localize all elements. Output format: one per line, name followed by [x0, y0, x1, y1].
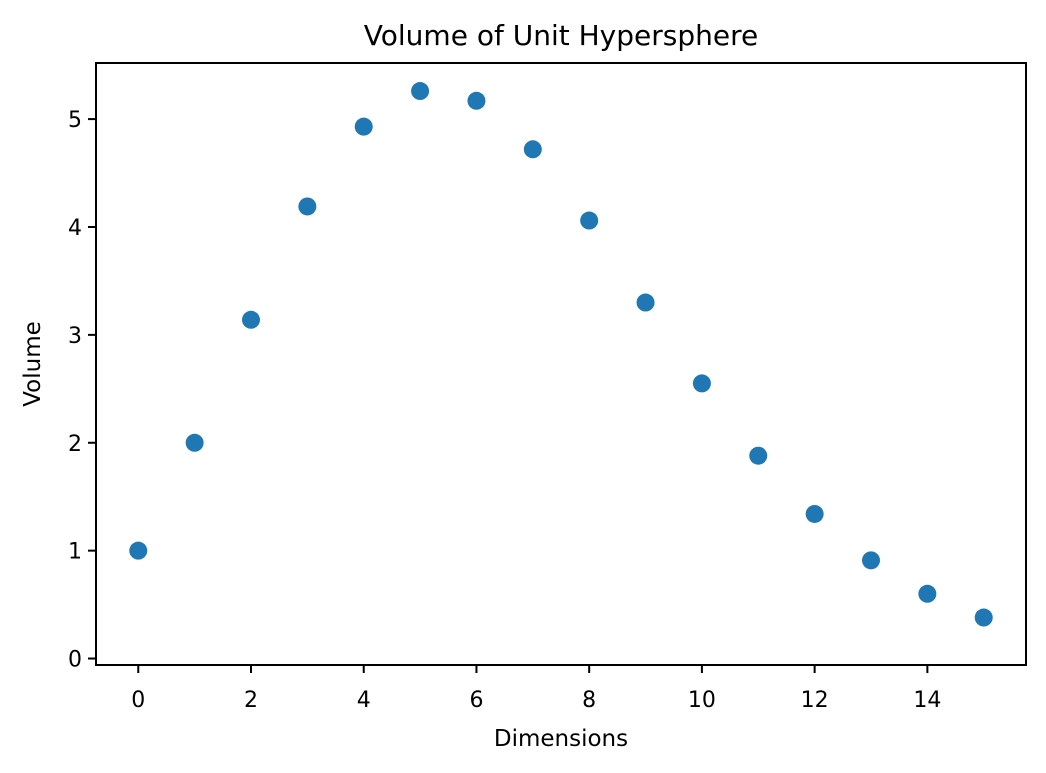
data-point	[523, 140, 542, 159]
data-point	[918, 584, 937, 603]
data-point	[411, 82, 430, 101]
data-point	[805, 504, 824, 523]
x-tick-label: 6	[469, 688, 483, 713]
plot-frame	[95, 62, 1027, 666]
x-tick-label: 14	[913, 688, 941, 713]
data-point	[242, 310, 260, 329]
y-axis-ticks: 0 1 2 3 4 5	[68, 108, 96, 673]
y-tick-label: 3	[68, 324, 82, 349]
x-tick-label: 10	[688, 688, 716, 713]
data-point	[692, 374, 711, 393]
data-point	[749, 446, 768, 465]
data-point	[636, 293, 655, 312]
chart-title: Volume of Unit Hypersphere	[364, 19, 758, 52]
y-tick-label: 2	[68, 432, 82, 457]
x-tick-label: 8	[582, 688, 596, 713]
data-point	[354, 117, 373, 136]
data-point	[185, 433, 204, 452]
y-axis-label: Volume	[20, 321, 46, 407]
x-tick-label: 12	[801, 688, 829, 713]
y-tick-label: 5	[68, 108, 82, 133]
data-point	[129, 541, 148, 560]
y-tick-label: 1	[68, 540, 82, 565]
data-point	[298, 197, 317, 216]
x-axis-ticks: 0 2 4 6 8 10 12 14	[131, 665, 941, 713]
data-point	[580, 211, 599, 230]
data-point	[862, 551, 880, 570]
data-point	[467, 91, 486, 110]
x-tick-label: 0	[131, 688, 145, 713]
data-points	[129, 82, 993, 627]
data-point	[974, 608, 993, 627]
x-tick-label: 4	[357, 688, 371, 713]
y-tick-label: 4	[68, 216, 82, 241]
x-axis-label: Dimensions	[494, 726, 628, 752]
x-tick-label: 2	[244, 688, 258, 713]
y-tick-label: 0	[68, 648, 82, 673]
